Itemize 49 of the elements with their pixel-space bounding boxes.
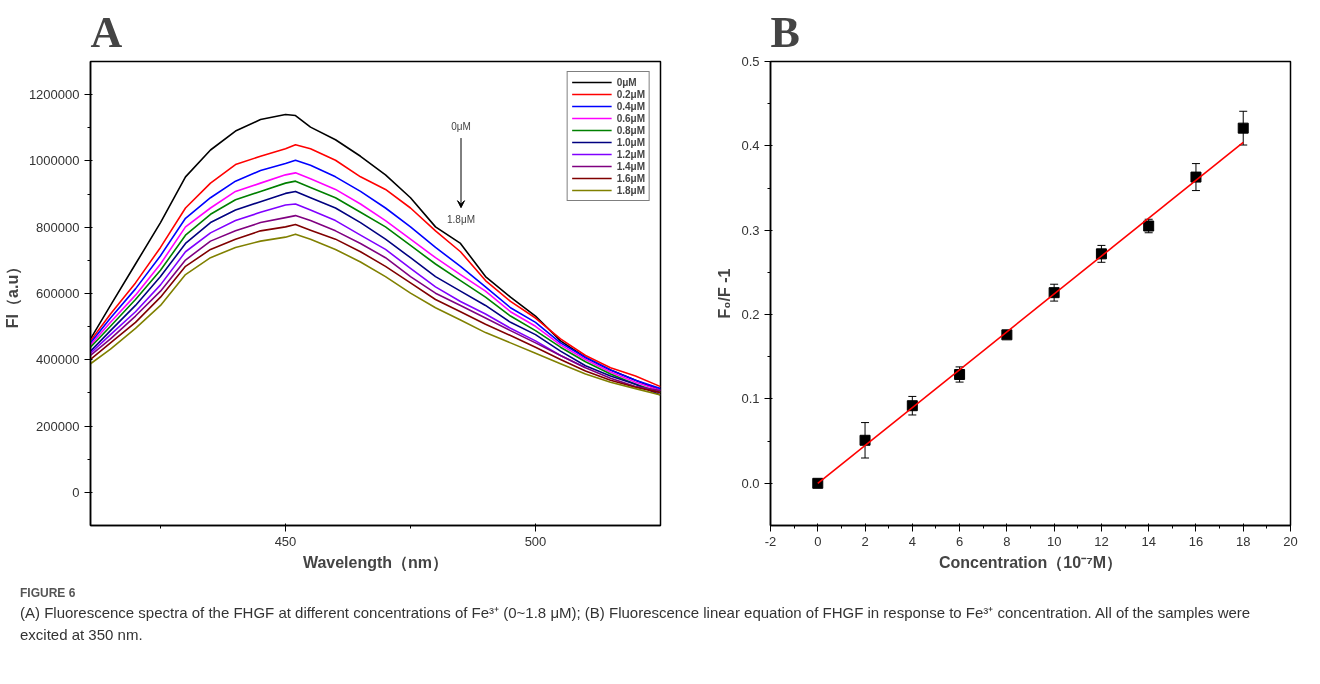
y-tick-label: 0.2 [741,307,760,323]
legend-label: 0.2μM [616,88,645,100]
y-tick-label: 0.5 [741,54,760,69]
y-tick-label: 600000 [36,286,80,301]
legend-label: 0.8μM [616,124,645,136]
x-axis-title: Wavelength（nm） [302,553,449,572]
y-tick-label: 0.1 [741,391,760,407]
chart-title: A [90,7,123,57]
x-tick-label: 4 [908,533,916,549]
legend-label: 0μM [616,76,637,88]
y-tick-label: 1200000 [28,87,80,103]
y-tick-label: 400000 [36,352,80,368]
legend-label: 1.2μM [616,148,645,160]
x-tick-label: 2 [861,533,869,549]
x-tick-label: 16 [1188,533,1204,549]
y-tick-label: 0.3 [741,222,760,238]
x-tick-label: 450 [274,533,297,549]
y-axis-title: FI（a.u） [3,258,22,329]
y-tick-label: 0 [72,484,80,500]
legend-label: 0.6μM [616,112,645,124]
caption: FIGURE 6 [20,585,77,602]
text: (A) Fluorescence spectra of the FHGF at different concentrations of Fe³⁺ (0~1.8 μM); (B) Fluorescence linear equation of FHGF in response to Fe³⁺ concentration. All of the samples were excited at 350 nm. [20,603,1252,645]
y-tick-label: 1000000 [28,153,80,169]
legend-label: 1.8μM [616,184,645,196]
x-tick-label: 6 [955,533,964,549]
x-tick-label: 18 [1236,533,1251,549]
point [1237,122,1249,134]
x-tick-label: 10 [1046,533,1062,549]
x-axis-title: Concentration（10⁻⁷M） [938,553,1123,572]
y-tick-label: 200000 [36,418,80,434]
annotation: 1.8μM [447,213,475,225]
legend-label: 1.4μM [616,160,645,172]
y-tick-label: 0.0 [741,475,760,491]
legend-label: 1.0μM [616,136,645,148]
y-tick-label: 800000 [36,219,80,235]
x-tick-label: 500 [524,533,547,549]
x-tick-label: 14 [1141,533,1156,549]
legend-label: 1.6μM [616,172,645,184]
legend-label: 0.4μM [616,100,645,112]
annotation: 0μM [451,120,471,132]
point [859,434,871,446]
y-axis-title: F₀/F -1 [716,268,734,319]
x-tick-label: -2 [764,533,777,549]
chart-title: B [770,7,800,57]
x-tick-label: 8 [1003,533,1011,549]
x-tick-label: 0 [814,533,822,549]
x-tick-label: 20 [1283,533,1298,549]
y-tick-label: 0.4 [741,138,760,154]
x-tick-label: 12 [1094,533,1109,549]
